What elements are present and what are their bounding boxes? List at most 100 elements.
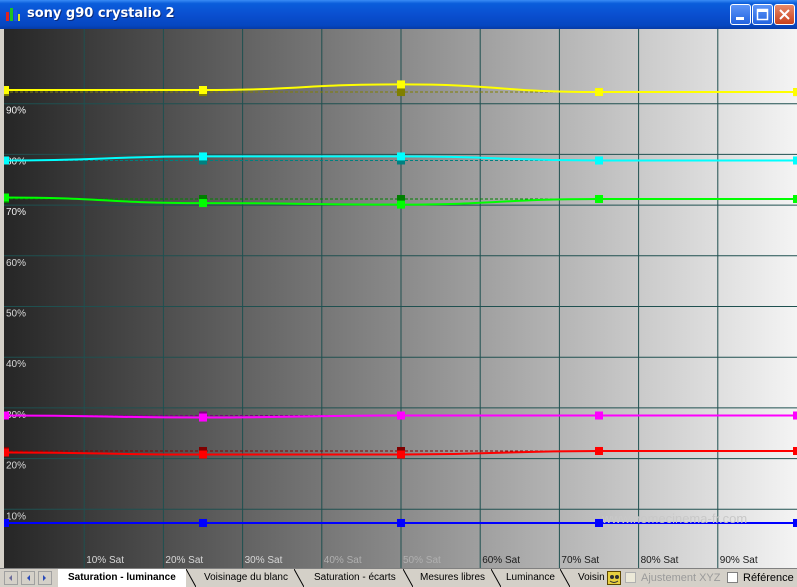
data-point-blue: [199, 518, 207, 527]
tab-first-button[interactable]: [4, 571, 18, 585]
tab-saturation-ecarts[interactable]: Saturation - écarts: [304, 569, 404, 587]
data-point-yellow: [4, 86, 9, 95]
data-point-yellow: [793, 88, 797, 97]
data-point-green: [793, 195, 797, 204]
series-yellow: [4, 80, 797, 97]
reference-marker-green: [397, 195, 405, 204]
maximize-button[interactable]: [752, 4, 773, 25]
x-tick-label: 70% Sat: [561, 555, 599, 566]
data-point-blue: [397, 518, 405, 527]
reference-marker-cyan: [397, 156, 405, 165]
minimize-button[interactable]: [730, 4, 751, 25]
tab-prev-button[interactable]: [21, 571, 35, 585]
data-point-blue: [4, 518, 9, 527]
data-point-blue: [793, 518, 797, 527]
data-point-red: [595, 446, 603, 455]
reference-marker-cyan: [199, 156, 207, 165]
tab-separator: [560, 569, 570, 587]
data-point-blue: [595, 518, 603, 527]
data-point-cyan: [4, 156, 9, 165]
y-tick-label: 80%: [6, 156, 26, 167]
y-tick-label: 70%: [6, 207, 26, 218]
x-axis-labels: 10% Sat 20% Sat 30% Sat 40% Sat 50% Sat 60% S…: [86, 555, 758, 566]
x-tick-label: 20% Sat: [165, 555, 203, 566]
y-tick-label: 90%: [6, 106, 26, 117]
series-red: [4, 446, 797, 459]
tab-label: Luminance: [506, 572, 555, 583]
data-point-green: [199, 199, 207, 208]
tab-separator: [403, 569, 413, 587]
window-title: sony g90 crystalio 2: [27, 6, 175, 21]
x-tick-label: 50% Sat: [403, 555, 441, 566]
tab-label: Voisin: [578, 572, 605, 583]
tab-label: Saturation - luminance: [68, 572, 176, 583]
data-point-yellow: [199, 86, 207, 95]
chevron-right-icon: [43, 575, 46, 581]
tab-label: Saturation - écarts: [314, 572, 396, 583]
data-point-green: [397, 200, 405, 209]
data-point-red: [397, 450, 405, 459]
chevron-left-icon: [27, 575, 30, 581]
tab-bar: Saturation - luminance Voisinage du blan…: [0, 568, 797, 587]
ajustement-xyz-checkbox[interactable]: [625, 572, 636, 583]
data-point-red: [4, 448, 9, 457]
reference-label: Référence: [743, 572, 794, 584]
y-tick-label: 40%: [6, 359, 26, 370]
y-tick-label: 10%: [6, 511, 26, 522]
data-point-magenta: [4, 411, 9, 420]
xyz-adjust-icon: [607, 571, 621, 585]
reference-marker-yellow: [397, 88, 405, 97]
chart-series: [4, 80, 797, 527]
tab-voisin[interactable]: Voisin: [568, 569, 608, 587]
ajustement-xyz-label: Ajustement XYZ: [641, 572, 721, 584]
data-point-magenta: [793, 411, 797, 420]
maximize-icon: [756, 8, 769, 21]
reference-checkbox[interactable]: [727, 572, 738, 583]
tab-mesures-libres[interactable]: Mesures libres: [410, 569, 494, 587]
data-point-green: [595, 195, 603, 204]
data-point-cyan: [199, 152, 207, 161]
tab-voisinage-du-blanc[interactable]: Voisinage du blanc: [194, 569, 296, 587]
series-cyan: [4, 152, 797, 165]
data-point-magenta: [199, 413, 207, 422]
y-tick-label: 20%: [6, 461, 26, 472]
x-tick-label: 30% Sat: [245, 555, 283, 566]
tab-separator: [294, 569, 304, 587]
x-tick-label: 80% Sat: [641, 555, 679, 566]
series-green: [4, 193, 797, 209]
tab-saturation-luminance[interactable]: Saturation - luminance: [58, 569, 186, 587]
reference-marker-green: [199, 195, 207, 204]
series-blue: [4, 518, 797, 527]
watermark-text: www.homecinema-fr.com: [601, 511, 747, 526]
x-tick-label: 40% Sat: [324, 555, 362, 566]
x-tick-label: 60% Sat: [482, 555, 520, 566]
y-tick-label: 50%: [6, 309, 26, 320]
x-tick-label: 10% Sat: [86, 555, 124, 566]
first-tab-icon: [9, 575, 12, 581]
minimize-icon: [736, 17, 744, 20]
y-tick-label: 60%: [6, 258, 26, 269]
tab-separator: [186, 569, 196, 587]
data-point-yellow: [595, 88, 603, 97]
data-point-yellow: [397, 80, 405, 89]
tab-label: Voisinage du blanc: [204, 572, 288, 583]
data-point-magenta: [397, 411, 405, 420]
data-point-magenta: [595, 411, 603, 420]
data-point-cyan: [397, 152, 405, 161]
chart-grid: [4, 29, 797, 568]
x-tick-label: 90% Sat: [720, 555, 758, 566]
close-icon: [779, 9, 790, 20]
close-button[interactable]: [774, 4, 795, 25]
bar-chart-app-icon: [6, 8, 20, 21]
data-point-green: [4, 193, 9, 202]
window-titlebar: sony g90 crystalio 2: [0, 0, 797, 29]
tab-separator: [491, 569, 501, 587]
data-point-red: [199, 450, 207, 459]
tab-luminance[interactable]: Luminance: [496, 569, 566, 587]
saturation-luminance-chart: 10%20%30%40%50%60%70%80%90% 10% Sat 20% S…: [4, 29, 797, 568]
data-point-red: [793, 446, 797, 455]
tab-label: Mesures libres: [420, 572, 486, 583]
data-point-cyan: [793, 156, 797, 165]
series-magenta: [4, 411, 797, 422]
tab-next-button[interactable]: [38, 571, 52, 585]
